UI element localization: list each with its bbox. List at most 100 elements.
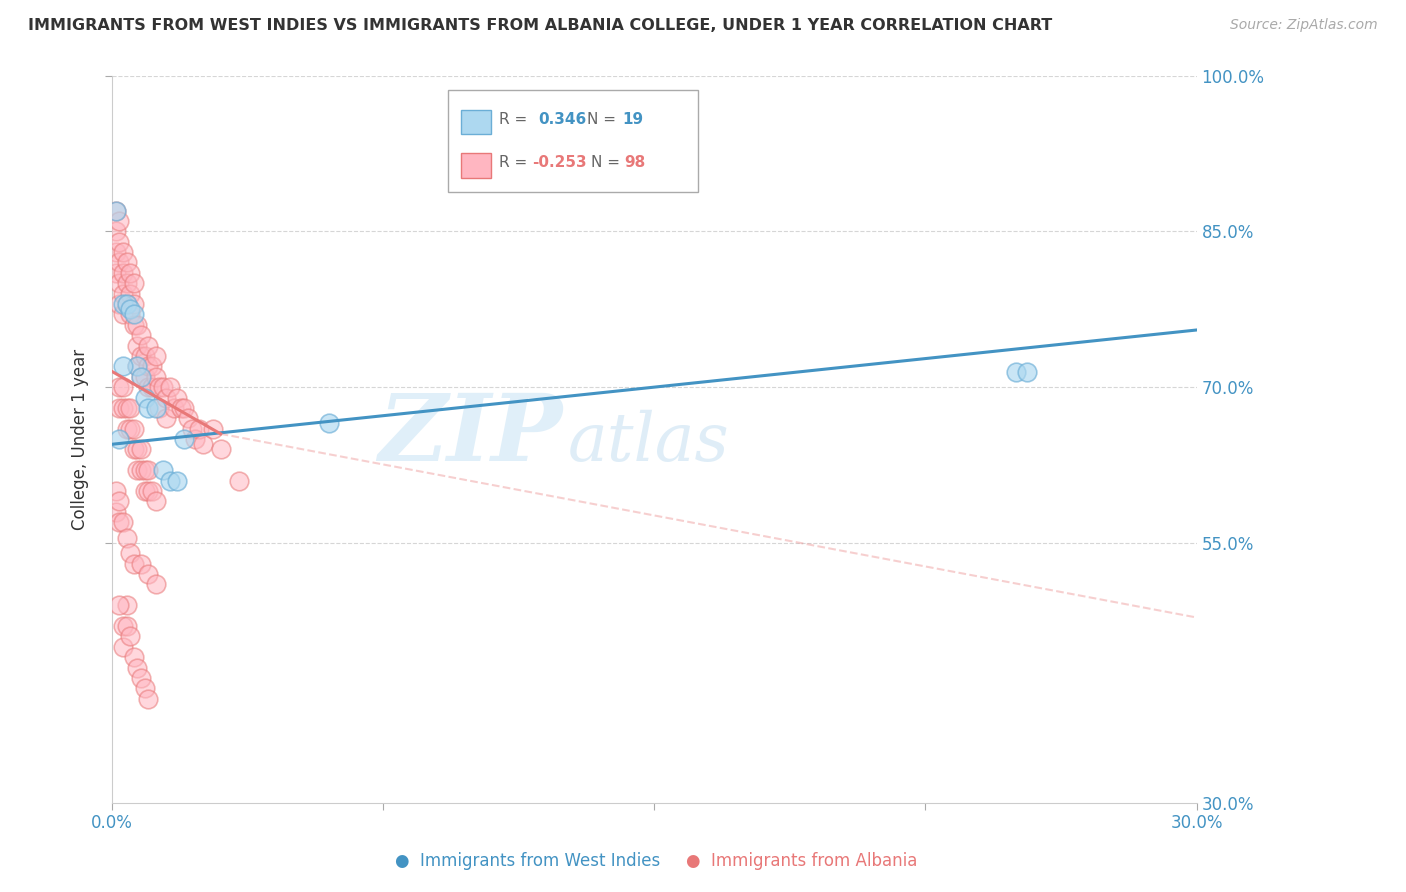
Point — [115, 255, 138, 269]
Point — [145, 577, 167, 591]
Point — [111, 307, 134, 321]
Point — [120, 266, 142, 280]
Point — [134, 369, 156, 384]
Point — [184, 432, 207, 446]
Point — [122, 318, 145, 332]
Point — [134, 463, 156, 477]
Point — [108, 494, 131, 508]
Point — [228, 474, 250, 488]
Point — [115, 401, 138, 415]
Point — [111, 619, 134, 633]
Point — [108, 297, 131, 311]
FancyBboxPatch shape — [461, 153, 491, 178]
Point — [1015, 365, 1038, 379]
Point — [180, 422, 202, 436]
Point — [145, 349, 167, 363]
Point — [104, 505, 127, 519]
Point — [134, 483, 156, 498]
Point — [136, 359, 159, 374]
Point — [122, 422, 145, 436]
Point — [129, 442, 152, 457]
Point — [187, 422, 209, 436]
Point — [129, 349, 152, 363]
Point — [166, 391, 188, 405]
Point — [122, 557, 145, 571]
Text: ●  Immigrants from West Indies: ● Immigrants from West Indies — [395, 852, 659, 870]
Point — [122, 650, 145, 665]
Point — [136, 483, 159, 498]
Point — [134, 349, 156, 363]
Point — [120, 286, 142, 301]
Point — [111, 297, 134, 311]
Text: R =: R = — [499, 112, 533, 127]
Point — [129, 369, 152, 384]
Text: R =: R = — [499, 155, 533, 170]
Point — [129, 671, 152, 685]
Text: 98: 98 — [624, 155, 645, 170]
Point — [115, 599, 138, 613]
Point — [136, 380, 159, 394]
Point — [104, 224, 127, 238]
Point — [136, 567, 159, 582]
Text: IMMIGRANTS FROM WEST INDIES VS IMMIGRANTS FROM ALBANIA COLLEGE, UNDER 1 YEAR COR: IMMIGRANTS FROM WEST INDIES VS IMMIGRANT… — [28, 18, 1052, 33]
Point — [111, 380, 134, 394]
Point — [111, 640, 134, 654]
Point — [129, 557, 152, 571]
Point — [104, 483, 127, 498]
Point — [122, 442, 145, 457]
Point — [127, 660, 149, 674]
Text: N =: N = — [588, 112, 621, 127]
Point — [111, 401, 134, 415]
Point — [209, 442, 232, 457]
Point — [115, 422, 138, 436]
Point — [127, 463, 149, 477]
FancyBboxPatch shape — [461, 110, 491, 135]
Point — [122, 277, 145, 291]
Point — [136, 401, 159, 415]
Point — [111, 515, 134, 529]
Point — [122, 297, 145, 311]
Point — [120, 629, 142, 643]
Point — [152, 463, 174, 477]
Point — [104, 203, 127, 218]
Point — [170, 401, 193, 415]
Point — [141, 380, 163, 394]
Point — [104, 245, 127, 260]
Point — [127, 359, 149, 374]
Point — [120, 307, 142, 321]
Point — [155, 411, 177, 425]
Y-axis label: College, Under 1 year: College, Under 1 year — [72, 349, 89, 530]
Point — [177, 411, 200, 425]
Point — [134, 681, 156, 696]
Point — [166, 474, 188, 488]
Point — [108, 214, 131, 228]
Text: Source: ZipAtlas.com: Source: ZipAtlas.com — [1230, 18, 1378, 32]
Point — [108, 277, 131, 291]
Point — [162, 401, 184, 415]
Point — [108, 515, 131, 529]
Point — [136, 691, 159, 706]
Point — [115, 297, 138, 311]
Point — [108, 255, 131, 269]
Point — [145, 369, 167, 384]
Text: 0.346: 0.346 — [538, 112, 586, 127]
Point — [115, 297, 138, 311]
Point — [104, 266, 127, 280]
Point — [108, 599, 131, 613]
Text: ●  Immigrants from Albania: ● Immigrants from Albania — [686, 852, 917, 870]
Point — [120, 422, 142, 436]
Point — [115, 619, 138, 633]
Point — [148, 401, 170, 415]
Point — [145, 494, 167, 508]
Point — [104, 203, 127, 218]
Point — [129, 328, 152, 343]
Point — [148, 380, 170, 394]
Point — [111, 359, 134, 374]
Point — [127, 338, 149, 352]
Point — [127, 442, 149, 457]
Point — [318, 417, 340, 431]
Point — [115, 277, 138, 291]
FancyBboxPatch shape — [449, 90, 697, 192]
Point — [141, 359, 163, 374]
Point — [1005, 365, 1028, 379]
